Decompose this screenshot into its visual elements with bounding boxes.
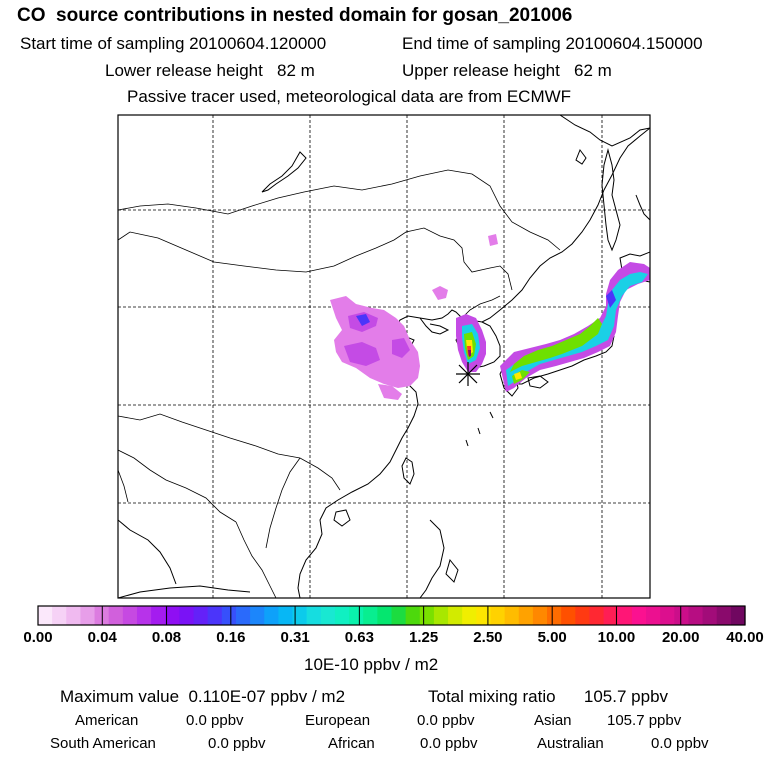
upper-release-height-label: Upper release height 62 m	[402, 61, 612, 80]
colorbar-tick-label: 0.08	[151, 629, 182, 646]
colorbar-cell	[334, 606, 350, 625]
colorbar-cell	[575, 606, 591, 625]
colorbar-tick-label: 10.00	[597, 629, 636, 646]
colorbar-cell	[66, 606, 82, 625]
colorbar-tick-label: 0.04	[87, 629, 117, 646]
colorbar-cell	[631, 606, 647, 625]
colorbar-cell	[646, 606, 661, 625]
african-label: African	[328, 735, 375, 752]
colorbar-cell	[292, 606, 308, 625]
asian-label: Asian	[534, 712, 572, 729]
colorbar-tick-label: 2.50	[473, 629, 503, 646]
south-american-label: South American	[50, 735, 156, 752]
tracer-footprint	[330, 234, 650, 400]
colorbar-cell	[207, 606, 223, 625]
american-value: 0.0 ppbv	[186, 712, 244, 729]
colorbar-cell	[448, 606, 463, 625]
colorbar-cell	[278, 606, 294, 625]
colorbar-cell	[617, 606, 633, 625]
colorbar-cell	[433, 606, 449, 625]
colorbar-cell	[320, 606, 336, 625]
colorbar-cell	[80, 606, 96, 625]
colorbar-cell	[476, 606, 492, 625]
south-american-value: 0.0 ppbv	[208, 735, 266, 752]
colorbar-cell	[108, 606, 124, 625]
colorbar-cell	[38, 606, 53, 625]
colorbar-cell	[730, 606, 746, 625]
colorbar-cell	[193, 606, 209, 625]
colorbar-cell	[349, 606, 364, 625]
max-value-label: Maximum value 0.110E-07 ppbv / m2	[60, 687, 346, 706]
colorbar-cell	[264, 606, 279, 625]
colorbar-cell	[165, 606, 180, 625]
colorbar-tick-label: 0.00	[23, 629, 53, 646]
colorbar-tick-label: 0.16	[216, 629, 246, 646]
colorbar-cell	[151, 606, 166, 625]
colorbar-cell	[688, 606, 704, 625]
receptor-marker	[456, 362, 480, 386]
country-borders	[118, 169, 561, 598]
colorbar-cell	[674, 606, 690, 625]
colorbar-cell	[179, 606, 195, 625]
colorbar-cell	[306, 606, 322, 625]
colorbar-cell	[716, 606, 732, 625]
colorbar-cell	[702, 606, 718, 625]
lower-release-height-label: Lower release height 82 m	[105, 61, 315, 80]
colorbar-cell	[589, 606, 605, 625]
asian-value: 105.7 ppbv	[607, 712, 682, 729]
colorbar-cell	[405, 606, 421, 625]
colorbar-cell	[122, 606, 138, 625]
colorbar-cell	[52, 606, 67, 625]
colorbar-cell	[377, 606, 393, 625]
colorbar-cell	[504, 606, 520, 625]
colorbar-units: 10E-10 ppbv / m2	[304, 655, 439, 674]
colorbar-cell	[250, 606, 265, 625]
colorbar-tick-label: 20.00	[661, 629, 700, 646]
colorbar-cell	[419, 606, 435, 625]
colorbar-tick-label: 1.25	[409, 629, 439, 646]
total-mixing-ratio-label: Total mixing ratio 105.7 ppbv	[428, 687, 669, 706]
map-title: CO source contributions in nested domain…	[17, 5, 573, 26]
european-label: European	[305, 712, 371, 729]
colorbar-cell	[235, 606, 251, 625]
african-value: 0.0 ppbv	[420, 735, 478, 752]
colorbar-tick-label: 0.63	[344, 629, 374, 646]
colorbar-cell	[518, 606, 534, 625]
colorbar-cell	[136, 606, 152, 625]
colorbar-cell	[391, 606, 407, 625]
end-time-label: End time of sampling 20100604.150000	[402, 34, 703, 53]
colorbar-cell	[603, 606, 619, 625]
colorbar-cell	[660, 606, 675, 625]
colorbar-frame	[37, 605, 746, 626]
australian-label: Australian	[537, 735, 604, 752]
tracer-note: Passive tracer used, meteorological data…	[127, 87, 572, 106]
european-value: 0.0 ppbv	[417, 712, 475, 729]
colorbar-cell	[547, 606, 562, 625]
american-label: American	[75, 712, 139, 729]
start-time-label: Start time of sampling 20100604.120000	[20, 34, 327, 53]
colorbar-cell	[490, 606, 506, 625]
colorbar-cell	[561, 606, 576, 625]
colorbar-cell	[221, 606, 237, 625]
colorbar-cell	[363, 606, 378, 625]
australian-value: 0.0 ppbv	[651, 735, 709, 752]
colorbar-tick-label: 5.00	[537, 629, 567, 646]
colorbar-tick-label: 40.00	[726, 629, 764, 646]
colorbar-cell	[462, 606, 477, 625]
map-frame	[117, 114, 651, 599]
colorbar-tick-label: 0.31	[280, 629, 310, 646]
colorbar-cell	[532, 606, 548, 625]
